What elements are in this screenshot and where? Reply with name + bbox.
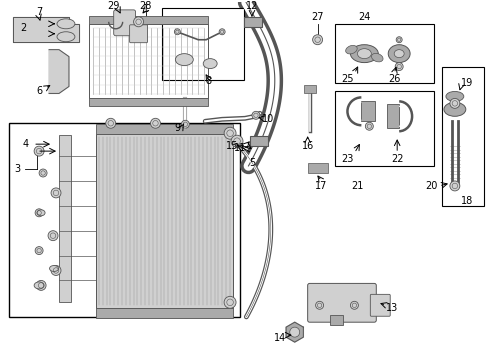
Ellipse shape bbox=[37, 210, 45, 216]
Text: 29: 29 bbox=[107, 1, 120, 11]
Text: 5: 5 bbox=[248, 158, 255, 168]
FancyBboxPatch shape bbox=[114, 10, 135, 36]
Circle shape bbox=[36, 280, 46, 291]
Bar bbox=[249, 136, 267, 146]
Bar bbox=[96, 308, 233, 318]
Circle shape bbox=[51, 188, 61, 198]
FancyBboxPatch shape bbox=[369, 294, 389, 316]
Text: 11: 11 bbox=[233, 143, 245, 153]
Circle shape bbox=[394, 63, 402, 71]
Bar bbox=[361, 102, 374, 121]
Bar bbox=[307, 163, 327, 173]
Bar bbox=[89, 24, 208, 98]
Text: 25: 25 bbox=[341, 73, 353, 84]
Circle shape bbox=[224, 127, 236, 139]
Ellipse shape bbox=[203, 59, 217, 68]
Text: 6: 6 bbox=[36, 86, 42, 96]
Ellipse shape bbox=[175, 54, 193, 66]
Text: 20: 20 bbox=[424, 181, 436, 191]
Circle shape bbox=[51, 266, 61, 275]
Text: 1: 1 bbox=[142, 4, 148, 14]
Ellipse shape bbox=[34, 282, 44, 289]
Text: 13: 13 bbox=[386, 303, 398, 313]
Polygon shape bbox=[49, 50, 69, 94]
Ellipse shape bbox=[443, 102, 465, 116]
Text: 19: 19 bbox=[460, 78, 472, 89]
Text: 15: 15 bbox=[225, 141, 238, 151]
Bar bbox=[9, 123, 240, 317]
Text: 10: 10 bbox=[261, 114, 273, 124]
Circle shape bbox=[251, 111, 260, 119]
Bar bbox=[441, 67, 483, 206]
Circle shape bbox=[395, 37, 401, 43]
Circle shape bbox=[35, 247, 43, 255]
Ellipse shape bbox=[49, 266, 59, 271]
Circle shape bbox=[174, 29, 180, 35]
Circle shape bbox=[34, 146, 44, 156]
Text: 23: 23 bbox=[341, 154, 353, 164]
Text: 12: 12 bbox=[245, 1, 258, 11]
Circle shape bbox=[150, 118, 160, 128]
Bar bbox=[162, 8, 244, 80]
Ellipse shape bbox=[57, 19, 75, 29]
Bar bbox=[96, 134, 233, 308]
Circle shape bbox=[312, 35, 322, 45]
Circle shape bbox=[449, 98, 459, 108]
Text: 7: 7 bbox=[36, 7, 42, 17]
FancyBboxPatch shape bbox=[129, 25, 147, 43]
Text: 17: 17 bbox=[315, 181, 327, 191]
Text: 21: 21 bbox=[350, 181, 363, 191]
Bar bbox=[386, 104, 398, 128]
Bar bbox=[59, 135, 71, 302]
Bar bbox=[244, 17, 262, 27]
Bar bbox=[303, 85, 315, 94]
Circle shape bbox=[39, 169, 47, 177]
Circle shape bbox=[224, 296, 236, 308]
Bar bbox=[89, 98, 208, 106]
Circle shape bbox=[449, 181, 459, 191]
Text: 16: 16 bbox=[301, 141, 313, 151]
Polygon shape bbox=[13, 17, 79, 42]
Ellipse shape bbox=[371, 53, 382, 62]
Circle shape bbox=[48, 231, 58, 240]
Text: 28: 28 bbox=[139, 1, 151, 11]
Ellipse shape bbox=[345, 45, 356, 54]
Ellipse shape bbox=[445, 91, 463, 102]
Text: 4: 4 bbox=[22, 139, 28, 149]
Circle shape bbox=[105, 118, 116, 128]
Bar bbox=[334, 91, 433, 166]
Circle shape bbox=[231, 135, 243, 147]
Text: 24: 24 bbox=[357, 12, 370, 22]
Bar bbox=[334, 24, 433, 84]
Circle shape bbox=[35, 209, 43, 217]
Text: 3: 3 bbox=[14, 164, 20, 174]
FancyBboxPatch shape bbox=[307, 283, 376, 322]
Ellipse shape bbox=[350, 45, 378, 63]
Circle shape bbox=[365, 122, 372, 130]
Circle shape bbox=[181, 120, 189, 128]
Ellipse shape bbox=[57, 32, 75, 42]
Text: 22: 22 bbox=[390, 154, 403, 164]
Circle shape bbox=[133, 17, 143, 27]
Circle shape bbox=[219, 29, 224, 35]
Text: 18: 18 bbox=[460, 196, 472, 206]
Circle shape bbox=[289, 327, 299, 337]
Text: 14: 14 bbox=[273, 333, 285, 343]
Bar bbox=[96, 124, 233, 134]
Text: 9: 9 bbox=[174, 123, 180, 133]
Text: 2: 2 bbox=[20, 23, 26, 33]
Circle shape bbox=[315, 301, 323, 309]
Text: 8: 8 bbox=[204, 76, 211, 86]
Text: 26: 26 bbox=[387, 73, 400, 84]
Text: 27: 27 bbox=[311, 12, 323, 22]
Ellipse shape bbox=[387, 45, 409, 63]
Ellipse shape bbox=[357, 49, 370, 59]
Bar bbox=[329, 315, 343, 325]
Bar bbox=[89, 16, 208, 24]
Polygon shape bbox=[285, 322, 303, 342]
Ellipse shape bbox=[393, 50, 403, 58]
Circle shape bbox=[350, 301, 358, 309]
